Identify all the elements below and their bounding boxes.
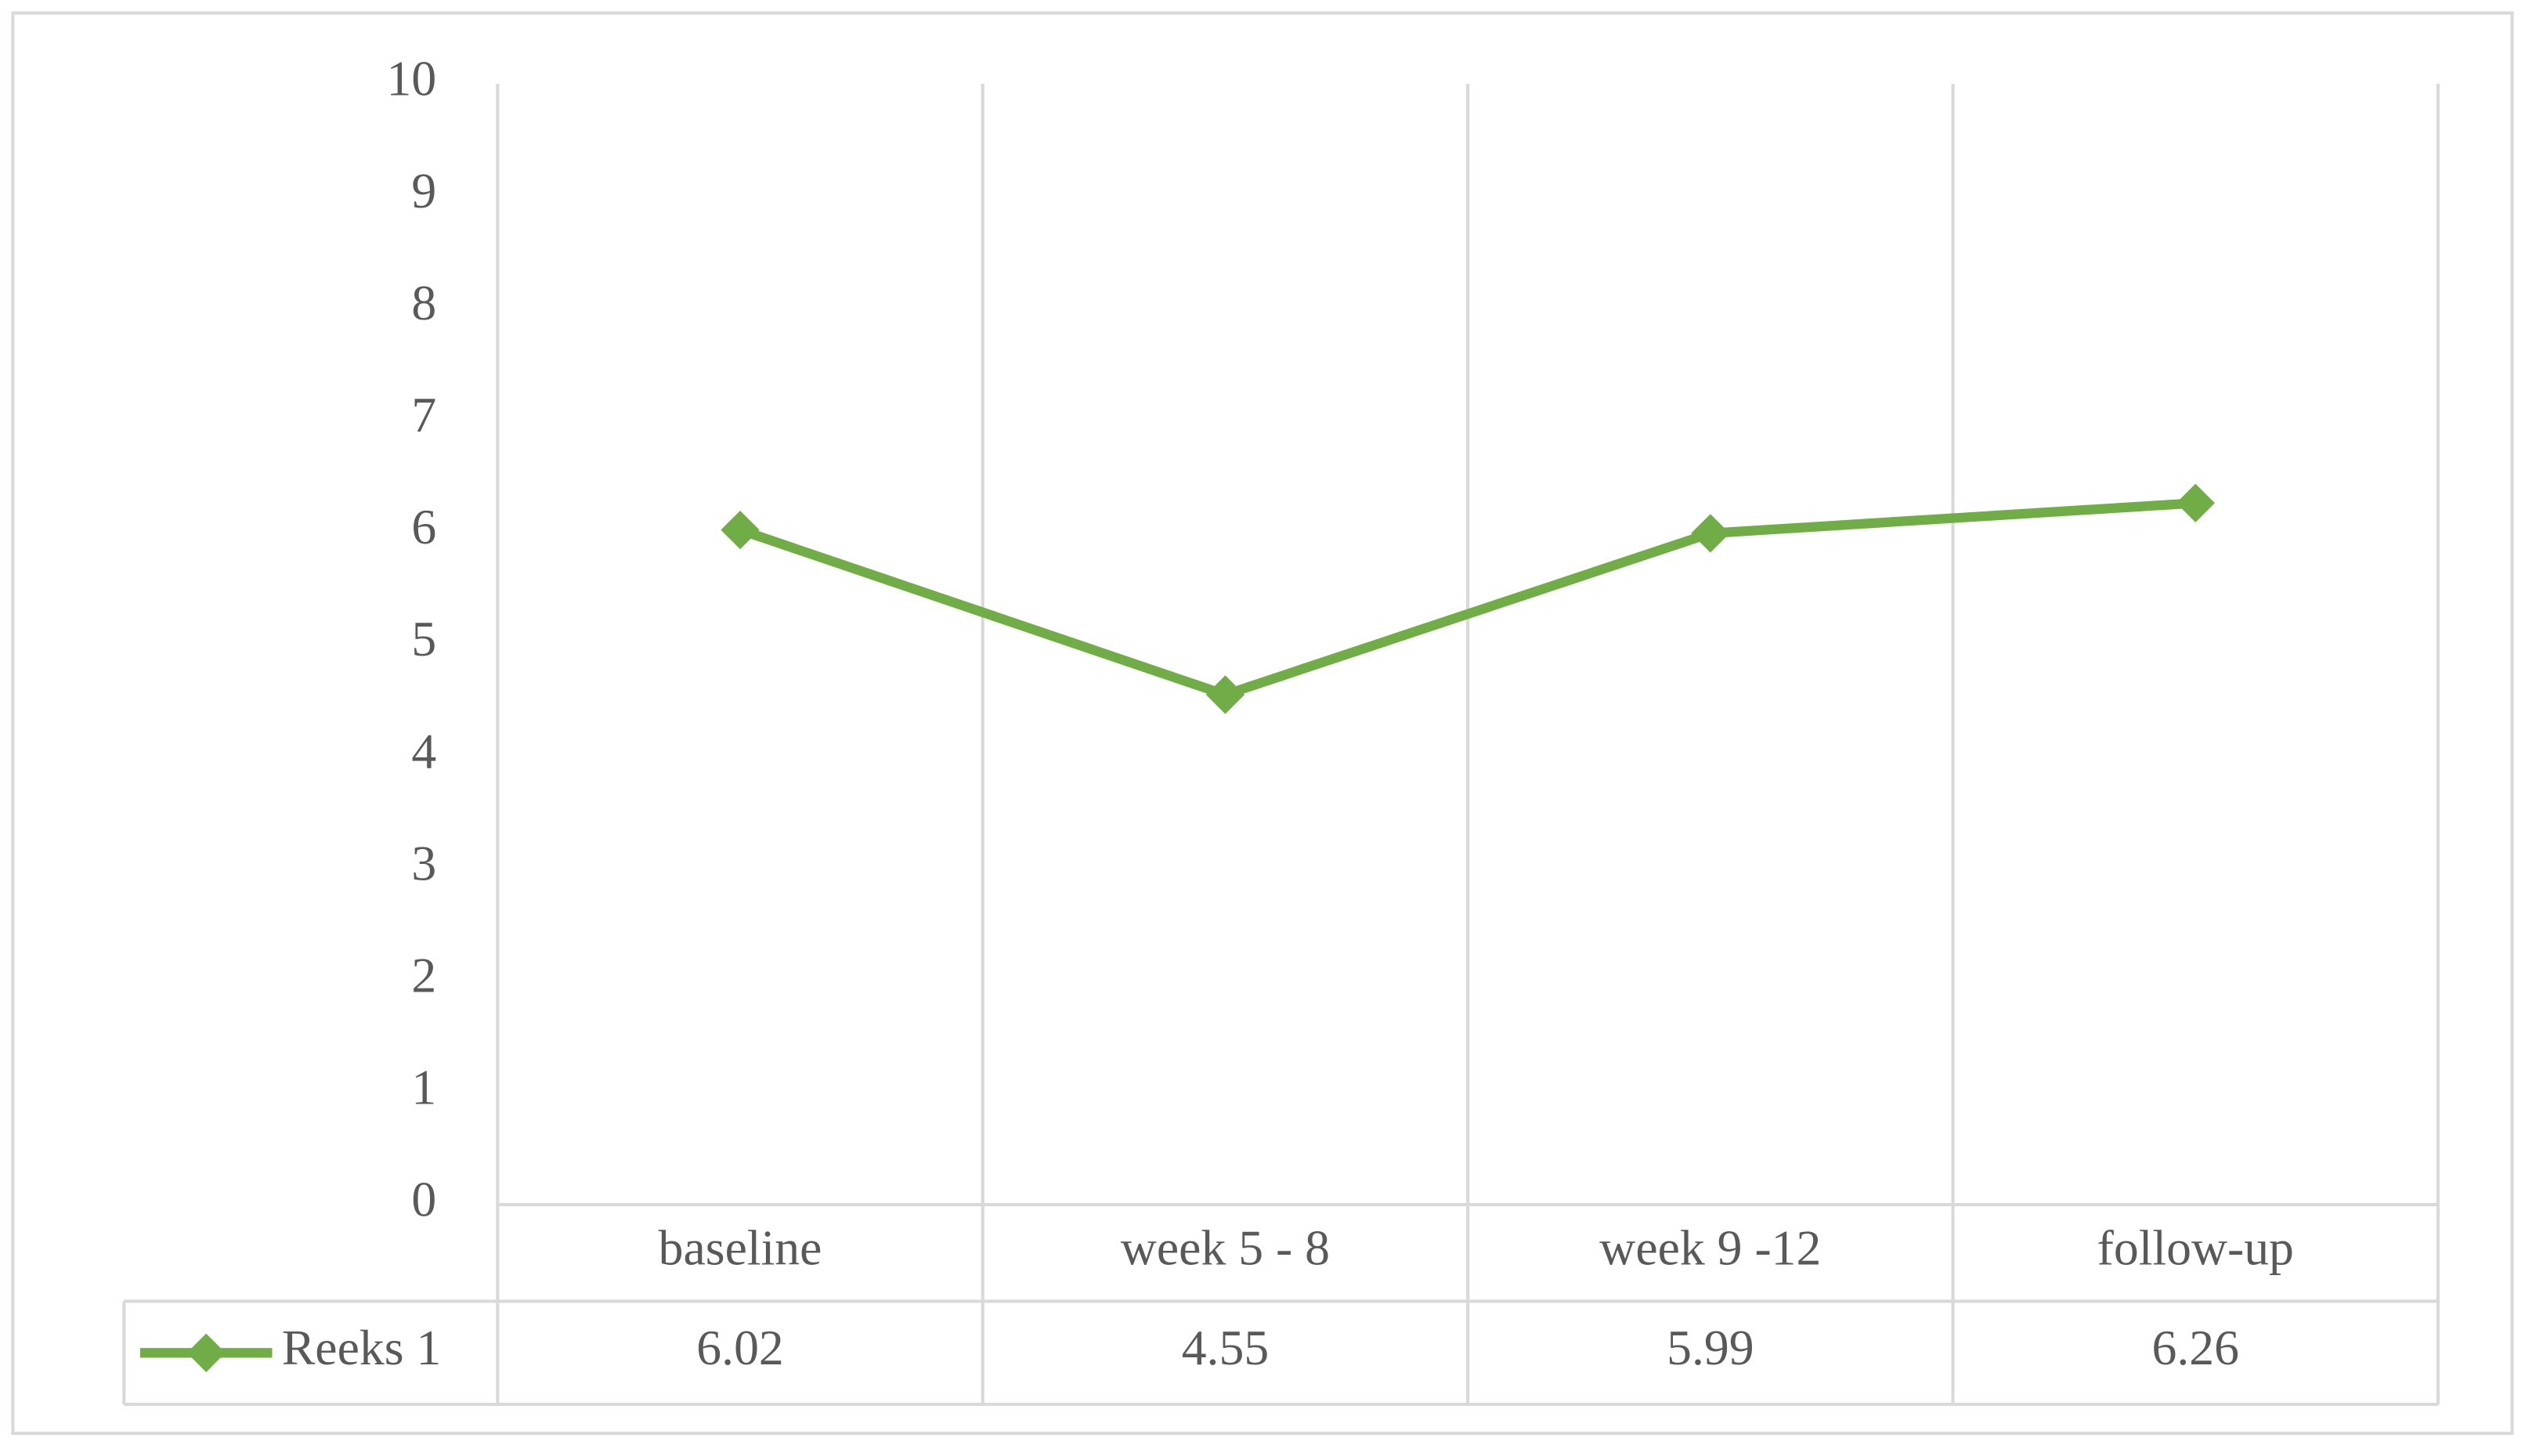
y-tick-label: 9 xyxy=(411,163,436,219)
y-tick-label: 1 xyxy=(411,1060,436,1115)
chart-border xyxy=(11,11,2514,1436)
y-tick-label: 4 xyxy=(411,723,436,779)
y-tick-label: 7 xyxy=(411,387,436,443)
marker xyxy=(1205,675,1245,714)
y-tick-label: 10 xyxy=(386,51,436,107)
marker xyxy=(2176,483,2215,522)
marker xyxy=(1691,514,1730,553)
x-tick-label: week 9 -12 xyxy=(1599,1219,1821,1275)
y-tick-label: 5 xyxy=(411,611,436,667)
y-tick-label: 6 xyxy=(411,499,436,555)
table-value: 6.26 xyxy=(2152,1320,2240,1375)
table-value: 4.55 xyxy=(1182,1320,1270,1375)
x-tick-label: week 5 - 8 xyxy=(1121,1219,1330,1275)
y-tick-label: 3 xyxy=(411,835,436,891)
y-tick-label: 2 xyxy=(411,948,436,1003)
y-tick-label: 0 xyxy=(411,1172,436,1227)
x-tick-label: baseline xyxy=(659,1219,822,1275)
table-value: 5.99 xyxy=(1667,1320,1754,1375)
legend-marker xyxy=(186,1333,226,1372)
series-line xyxy=(739,498,2196,700)
x-tick-label: follow-up xyxy=(2097,1219,2294,1275)
table-value: 6.02 xyxy=(696,1320,784,1375)
y-tick-label: 8 xyxy=(411,275,436,331)
legend-label: Reeks 1 xyxy=(282,1320,442,1375)
